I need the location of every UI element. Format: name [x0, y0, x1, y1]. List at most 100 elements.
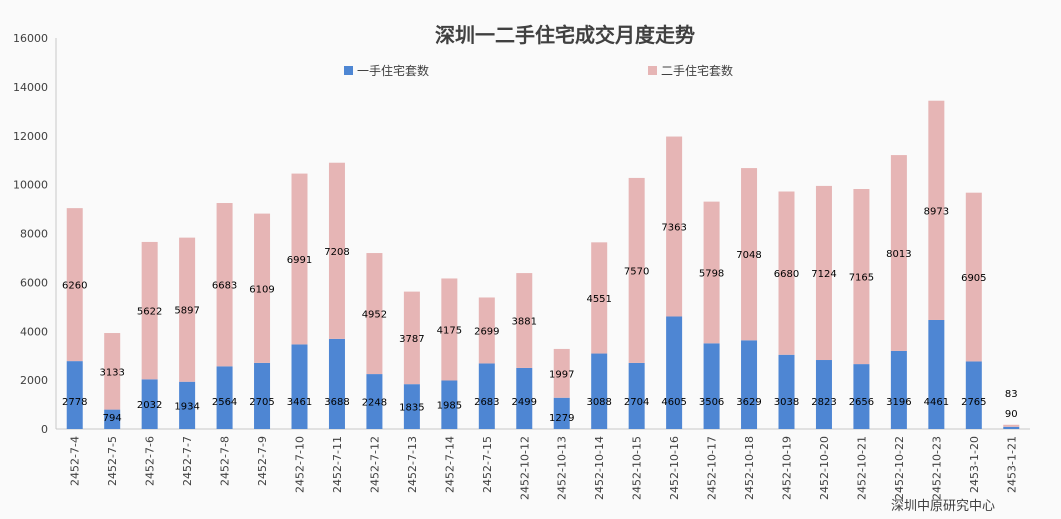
- x-tick-label: 2452-10-23: [930, 436, 943, 500]
- bar-series-1: [591, 353, 608, 429]
- x-tick-label: 2452-7-4: [69, 436, 82, 486]
- bar-series-2: [965, 192, 982, 362]
- data-label-series-2: 7208: [324, 247, 349, 258]
- bar-series-2: [890, 155, 907, 351]
- data-label-series-2: 5798: [699, 268, 724, 279]
- bar-series-2: [591, 242, 608, 354]
- bar-series-2: [254, 213, 271, 363]
- x-tick-label: 2452-10-21: [855, 436, 868, 500]
- x-tick-label: 2452-10-19: [781, 436, 794, 500]
- data-label-series-1: 2683: [474, 397, 499, 408]
- bar-series-1: [553, 397, 570, 429]
- x-tick-label: 2452-7-9: [256, 436, 269, 486]
- bar-series-1: [890, 350, 907, 429]
- y-tick-label: 16000: [13, 32, 48, 45]
- data-label-series-1: 2499: [512, 397, 537, 408]
- data-labels: 2778 6260 794 3133 2032 5622 1934 5897 2564 6683 2…: [62, 206, 1018, 424]
- x-tick-label: 2452-10-18: [743, 436, 756, 500]
- x-tick-label: 2452-7-5: [106, 436, 119, 486]
- data-label-series-1: 3629: [736, 397, 761, 408]
- legend: 一手住宅套数 二手住宅套数: [344, 63, 733, 78]
- bar-series-2: [778, 191, 795, 355]
- y-tick-label: 6000: [20, 276, 48, 289]
- bar-series-1: [928, 319, 945, 429]
- data-label-series-2: 6109: [249, 284, 274, 295]
- data-label-series-1: 90: [1005, 409, 1018, 420]
- bar-series-2: [403, 291, 420, 385]
- x-tick-label: 2453-1-20: [968, 436, 981, 493]
- data-label-series-2: 7363: [661, 222, 686, 233]
- data-label-series-1: 2248: [362, 398, 387, 409]
- x-tick-label: 2452-10-14: [593, 436, 606, 500]
- y-tick-label: 12000: [13, 130, 48, 143]
- data-label-series-1: 2778: [62, 397, 87, 408]
- data-label-series-2: 7570: [624, 266, 649, 277]
- data-label-series-1: 1835: [399, 403, 424, 414]
- data-label-series-2: 5622: [137, 307, 162, 318]
- y-tick-label: 4000: [20, 325, 48, 338]
- bar-series-1: [741, 340, 758, 429]
- data-label-series-1: 3688: [324, 397, 349, 408]
- bar-series-2: [1003, 424, 1020, 427]
- bar-series-1: [516, 367, 533, 429]
- bar-series-2: [141, 241, 158, 380]
- data-label-series-2: 3881: [512, 317, 537, 328]
- data-label-series-2: 6260: [62, 281, 87, 292]
- data-label-series-1: 1985: [437, 401, 462, 412]
- x-tick-label: 2452-10-13: [556, 436, 569, 500]
- data-label-series-2: 6680: [774, 269, 799, 280]
- bar-series-1: [66, 361, 83, 429]
- y-tick-label: 0: [41, 423, 48, 436]
- data-label-series-2: 3133: [99, 367, 124, 378]
- bar-series-1: [179, 381, 196, 429]
- x-tick-label: 2452-7-11: [331, 436, 344, 493]
- bar-series-1: [254, 362, 271, 429]
- bar-series-2: [666, 136, 683, 317]
- bar-series-1: [291, 344, 308, 429]
- data-label-series-1: 3506: [699, 397, 724, 408]
- bar-series-2: [179, 237, 196, 382]
- data-label-series-2: 1997: [549, 369, 574, 380]
- data-label-series-1: 2765: [961, 397, 986, 408]
- bar-series-2: [216, 203, 233, 367]
- bar-series-2: [66, 208, 83, 362]
- data-label-series-1: 3461: [287, 397, 312, 408]
- bar-series-2: [853, 188, 870, 365]
- x-tick-label: 2453-1-21: [1005, 436, 1018, 493]
- y-tick-label: 2000: [20, 374, 48, 387]
- legend-label-series-2: 二手住宅套数: [661, 63, 733, 78]
- data-label-series-2: 7165: [849, 273, 874, 284]
- data-label-series-1: 2564: [212, 397, 237, 408]
- bar-series-2: [104, 333, 121, 410]
- data-label-series-1: 1279: [549, 413, 574, 424]
- data-label-series-1: 4461: [924, 397, 949, 408]
- x-tick-label: 2452-10-15: [631, 436, 644, 500]
- x-tick-label: 2452-10-12: [518, 436, 531, 500]
- x-tick-label: 2452-7-13: [406, 436, 419, 493]
- bar-series-1: [965, 361, 982, 429]
- data-label-series-1: 2704: [624, 397, 649, 408]
- data-label-series-2: 4952: [362, 310, 387, 321]
- bar-series-2: [553, 348, 570, 398]
- data-label-series-2: 8973: [924, 206, 949, 217]
- bar-series-2: [741, 168, 758, 341]
- bar-series-2: [366, 253, 383, 375]
- bar-series-2: [703, 201, 720, 344]
- data-label-series-2: 4175: [437, 325, 462, 336]
- x-tick-label: 2452-7-12: [368, 436, 381, 493]
- data-label-series-1: 3038: [774, 397, 799, 408]
- bar-series-1: [104, 409, 121, 429]
- bar-series-1: [666, 316, 683, 429]
- data-label-series-1: 2032: [137, 400, 162, 411]
- bar-series-1: [328, 338, 345, 429]
- bar-series-2: [628, 177, 645, 363]
- data-label-series-2: 7124: [811, 269, 836, 280]
- bar-series-2: [328, 162, 345, 339]
- bar-series-2: [815, 185, 832, 361]
- bar-series-1: [815, 360, 832, 429]
- data-label-series-1: 2705: [249, 397, 274, 408]
- y-tick-label: 14000: [13, 81, 48, 94]
- x-tick-label: 2452-7-6: [144, 436, 157, 486]
- y-axis-ticks: 0 2000 4000 6000 8000 10000 12000 14000 16000: [13, 32, 48, 436]
